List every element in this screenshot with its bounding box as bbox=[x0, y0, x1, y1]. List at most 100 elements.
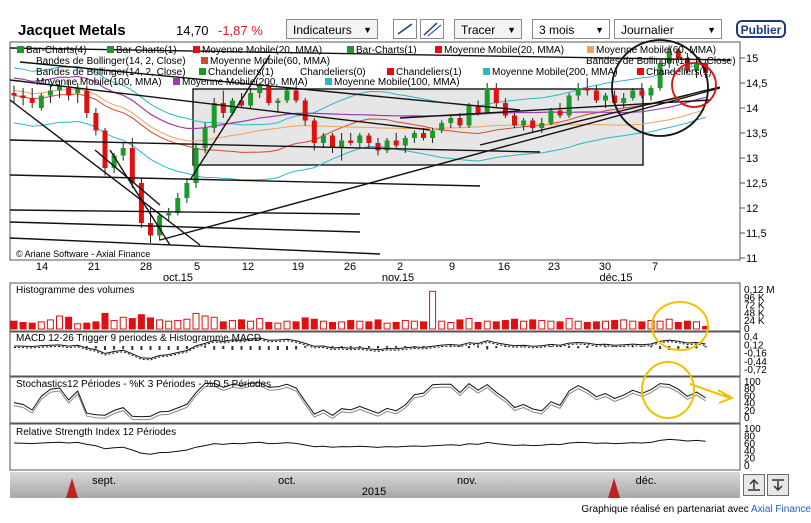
candle-body bbox=[93, 113, 99, 131]
macd-histogram-bar bbox=[377, 346, 379, 349]
draw-dropdown[interactable]: Tracer ▼ bbox=[454, 19, 522, 39]
legend-entry: Moyenne Mobile(60, MMA) bbox=[210, 56, 330, 67]
candle-body bbox=[521, 120, 527, 126]
drawn-trend-line[interactable] bbox=[9, 99, 201, 246]
draw-line-button[interactable] bbox=[393, 19, 417, 39]
candle-body bbox=[211, 103, 217, 128]
drawn-arrow-icon[interactable] bbox=[689, 383, 735, 404]
drawn-trend-line[interactable] bbox=[159, 87, 721, 241]
navigator-left-button[interactable] bbox=[743, 474, 765, 496]
legend-entry: Moyenne Mobile(200, MMA) bbox=[492, 67, 618, 78]
candle-body bbox=[293, 90, 299, 101]
macd-histogram-bar bbox=[358, 346, 361, 348]
macd-line bbox=[13, 337, 706, 359]
drawn-trend-line[interactable] bbox=[399, 99, 711, 119]
drawn-trend-line[interactable] bbox=[9, 237, 381, 255]
drawn-trend-line[interactable] bbox=[109, 149, 171, 246]
volume-bar bbox=[483, 320, 491, 330]
x-tick-label: 21 bbox=[88, 261, 100, 273]
footer-text: Graphique réalisé en partenariat avec bbox=[581, 504, 751, 515]
publish-button[interactable]: Publier bbox=[736, 20, 786, 38]
macd-histogram-bar bbox=[149, 346, 152, 350]
drawn-circle[interactable] bbox=[651, 301, 709, 351]
macd-histogram-bar bbox=[695, 346, 698, 349]
drawn-trend-line[interactable] bbox=[9, 221, 361, 233]
legend-entry: Bandes de Bollinger(14, 2, Close) bbox=[36, 67, 186, 78]
candle-body bbox=[548, 110, 554, 123]
indicators-label: Indicateurs bbox=[293, 23, 352, 37]
legend-swatch bbox=[483, 68, 490, 75]
price-tick-label: 13 bbox=[746, 153, 758, 165]
drawn-circle[interactable] bbox=[671, 62, 717, 108]
drawn-trend-line[interactable] bbox=[9, 174, 481, 187]
drawn-trend-line[interactable] bbox=[9, 79, 431, 131]
candle-body bbox=[175, 198, 181, 213]
indicators-dropdown[interactable]: Indicateurs ▼ bbox=[286, 19, 378, 39]
interval-select[interactable]: Journalier ▼ bbox=[614, 19, 722, 39]
volume-bar bbox=[310, 318, 318, 330]
navigator-handle-right-icon[interactable] bbox=[608, 478, 620, 498]
volume-bar bbox=[638, 321, 646, 330]
drawn-trend-line[interactable] bbox=[189, 54, 271, 181]
legend-swatch bbox=[435, 46, 442, 53]
drawn-trend-line[interactable] bbox=[9, 47, 731, 61]
volume-bar bbox=[56, 315, 63, 330]
candle-body bbox=[257, 85, 263, 93]
drawn-trend-line[interactable] bbox=[9, 209, 361, 215]
volume-bar bbox=[165, 320, 173, 330]
drawn-circle[interactable] bbox=[611, 39, 709, 137]
candle-body bbox=[630, 90, 636, 98]
axial-finance-link[interactable]: Axial Finance bbox=[750, 504, 811, 515]
volume-bar bbox=[401, 320, 409, 330]
candle-body bbox=[102, 130, 108, 168]
volume-bar bbox=[83, 322, 91, 330]
candle-body bbox=[493, 88, 499, 103]
macd-histogram-bar bbox=[349, 346, 352, 348]
volume-bar bbox=[474, 322, 482, 330]
volume-bar bbox=[238, 319, 245, 330]
drawn-trend-line[interactable] bbox=[479, 86, 721, 146]
candle-body bbox=[448, 118, 454, 123]
macd-title: MACD 12-26 Trigger 9 periodes & Histogra… bbox=[16, 333, 261, 344]
volume-bar bbox=[192, 312, 200, 330]
volume-bar bbox=[119, 316, 127, 330]
x-tick-label: 30 bbox=[599, 261, 611, 273]
macd-histogram-bar bbox=[185, 346, 188, 349]
price-tick-label: 11,5 bbox=[746, 228, 767, 240]
volume-tick-label: 72 K bbox=[744, 301, 765, 312]
draw-channel-button[interactable] bbox=[420, 19, 444, 39]
stoch-tick-label: 60 bbox=[744, 391, 756, 402]
stoch-tick-label: 0 bbox=[744, 413, 750, 424]
navigator-right-button[interactable] bbox=[767, 474, 789, 496]
legend-entry: Chandeliers(1) bbox=[208, 67, 274, 78]
period-select[interactable]: 3 mois ▼ bbox=[532, 19, 610, 39]
candle-body bbox=[193, 148, 199, 183]
stoch-tick-label: 100 bbox=[744, 377, 761, 388]
macd-histogram-bar bbox=[94, 346, 97, 349]
candle-body bbox=[675, 50, 681, 58]
drawn-circle[interactable] bbox=[641, 361, 695, 419]
macd-histogram-bar bbox=[677, 346, 680, 350]
footer-credit: Graphique réalisé en partenariat avec Ax… bbox=[581, 504, 811, 515]
drawn-trend-line[interactable] bbox=[9, 139, 541, 153]
volume-bar bbox=[101, 312, 109, 330]
x-tick-label: 14 bbox=[36, 261, 48, 273]
drawn-trend-line[interactable] bbox=[19, 61, 521, 111]
volume-bar bbox=[629, 320, 637, 330]
bollinger-upper-line bbox=[13, 62, 706, 126]
navigator-handle-left-icon[interactable] bbox=[66, 478, 78, 498]
volume-bar bbox=[438, 320, 446, 330]
macd-tick-label: -0,44 bbox=[744, 357, 767, 368]
x-tick-label: 9 bbox=[449, 261, 455, 273]
legend-entry: Bandes de Bollinger(14, 2, Close) bbox=[36, 56, 186, 67]
macd-trigger-line bbox=[13, 338, 706, 361]
candle-body bbox=[47, 90, 53, 96]
month-label: oct.15 bbox=[163, 272, 193, 284]
x-tick-label: 26 bbox=[344, 261, 356, 273]
candle-body bbox=[566, 95, 572, 116]
candle-body bbox=[666, 50, 672, 63]
volume-bar bbox=[356, 320, 364, 330]
candle-body bbox=[639, 90, 645, 96]
candle-body bbox=[375, 143, 381, 151]
drawn-trend-line[interactable] bbox=[94, 149, 161, 206]
